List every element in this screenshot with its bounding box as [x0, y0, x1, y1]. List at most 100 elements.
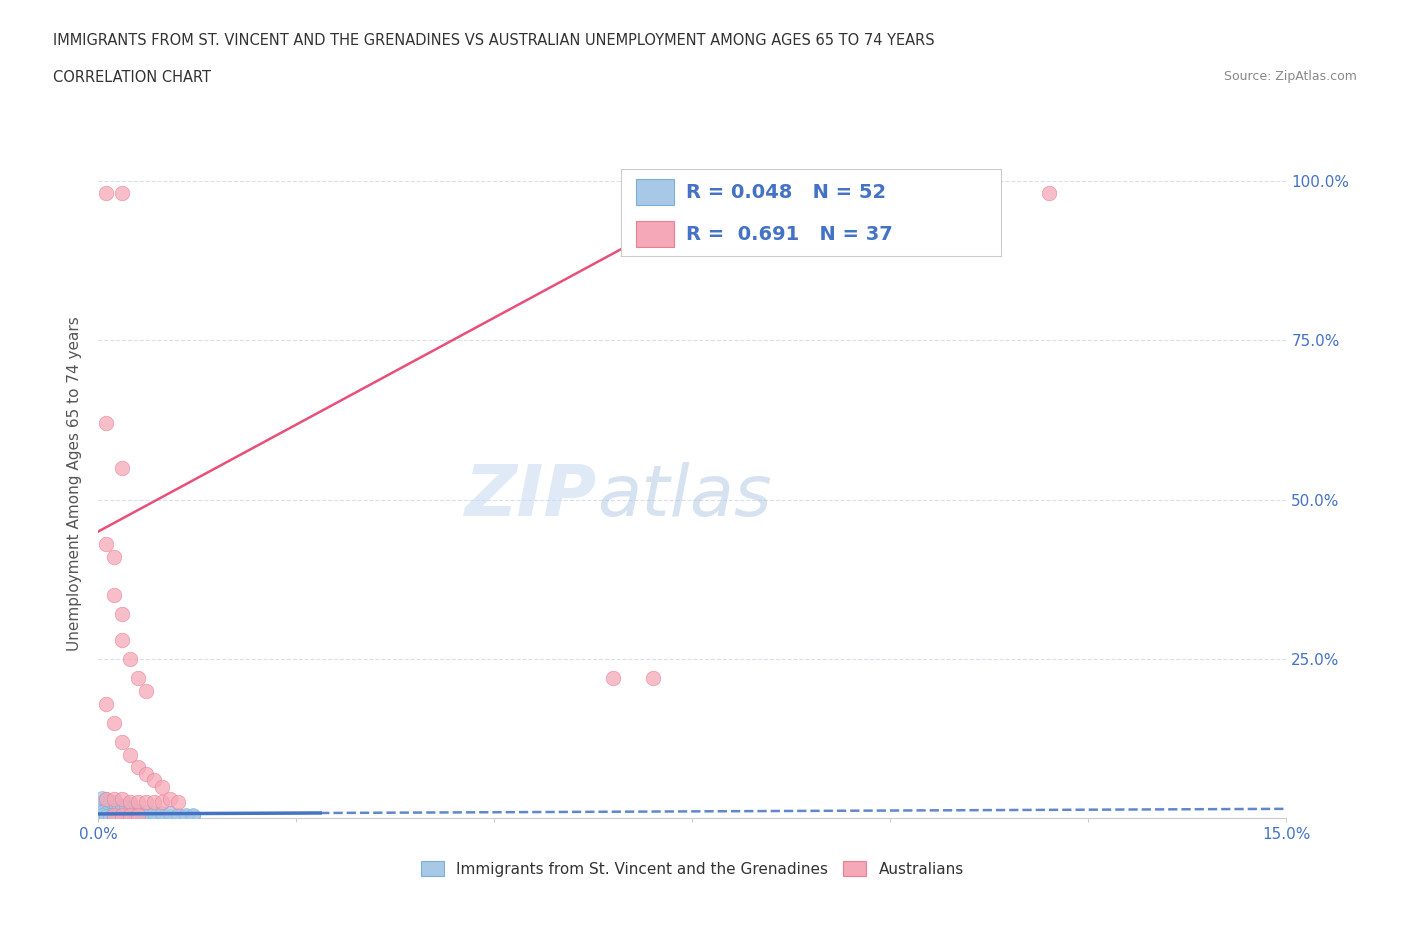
Text: ZIP: ZIP [465, 462, 598, 531]
Point [183, 808, 205, 823]
Point [96, 809, 118, 824]
Point [111, 809, 134, 824]
Point [115, 800, 138, 815]
Point [150, 809, 173, 824]
Point [142, 808, 165, 823]
Text: R =  0.691   N = 37: R = 0.691 N = 37 [686, 225, 893, 244]
Point [96, 186, 118, 201]
Point [120, 808, 142, 823]
Point [135, 809, 157, 824]
Point [159, 806, 181, 821]
Point [135, 804, 157, 819]
Point [127, 809, 149, 824]
Point [135, 808, 157, 823]
Point [174, 809, 197, 824]
Point [111, 735, 134, 750]
Point [174, 808, 197, 823]
Point [127, 808, 149, 823]
Point [107, 797, 129, 812]
Point [96, 806, 118, 821]
Point [127, 806, 149, 821]
Point [135, 795, 157, 810]
Point [115, 808, 138, 823]
Point [135, 766, 157, 781]
Point [103, 550, 125, 565]
Point [120, 652, 142, 667]
Point [98, 808, 121, 823]
Point [1038, 186, 1060, 201]
Point [142, 809, 165, 824]
Point [96, 797, 118, 812]
Point [96, 791, 118, 806]
Point [166, 795, 188, 810]
Legend: Immigrants from St. Vincent and the Grenadines, Australians: Immigrants from St. Vincent and the Gren… [413, 853, 972, 884]
Point [183, 809, 205, 824]
Point [120, 797, 142, 812]
Point [91, 804, 114, 819]
Point [111, 804, 134, 818]
Point [602, 671, 624, 685]
Point [120, 795, 142, 810]
Point [111, 186, 134, 201]
Point [641, 671, 664, 685]
Point [91, 808, 114, 823]
Point [103, 798, 125, 813]
Text: IMMIGRANTS FROM ST. VINCENT AND THE GRENADINES VS AUSTRALIAN UNEMPLOYMENT AMONG : IMMIGRANTS FROM ST. VINCENT AND THE GREN… [53, 33, 935, 47]
Point [98, 800, 121, 815]
Point [150, 806, 173, 821]
Text: atlas: atlas [598, 462, 772, 531]
Point [159, 809, 181, 824]
Point [166, 809, 188, 824]
Point [107, 808, 129, 823]
Point [103, 809, 125, 824]
Bar [637, 221, 675, 247]
Point [142, 773, 165, 788]
Point [127, 671, 149, 685]
Point [111, 798, 134, 813]
Point [150, 809, 173, 824]
Point [150, 779, 173, 794]
Point [127, 760, 149, 775]
Point [96, 537, 118, 551]
Text: Source: ZipAtlas.com: Source: ZipAtlas.com [1223, 70, 1357, 83]
Point [115, 804, 138, 819]
Point [103, 810, 125, 825]
Point [103, 791, 125, 806]
Point [91, 795, 114, 810]
Point [111, 808, 134, 823]
Point [98, 810, 121, 825]
Point [135, 684, 157, 698]
Point [96, 791, 118, 806]
Point [120, 808, 142, 823]
Text: R = 0.048   N = 52: R = 0.048 N = 52 [686, 183, 886, 202]
Point [96, 697, 118, 711]
Point [111, 460, 134, 475]
Point [115, 800, 138, 815]
Point [111, 806, 134, 821]
Point [150, 795, 173, 810]
Point [103, 715, 125, 730]
Point [107, 809, 129, 824]
Point [111, 607, 134, 622]
Point [142, 795, 165, 810]
Point [111, 791, 134, 806]
Point [127, 795, 149, 810]
Text: CORRELATION CHART: CORRELATION CHART [53, 70, 211, 85]
Bar [637, 179, 675, 206]
Point [166, 808, 188, 823]
Point [120, 802, 142, 817]
Point [98, 793, 121, 808]
Point [142, 806, 165, 821]
Point [127, 804, 149, 818]
Point [91, 790, 114, 805]
Point [111, 632, 134, 647]
Point [120, 747, 142, 762]
Y-axis label: Unemployment Among Ages 65 to 74 years: Unemployment Among Ages 65 to 74 years [67, 316, 83, 651]
Point [103, 808, 125, 823]
Point [96, 416, 118, 431]
Point [159, 791, 181, 806]
Point [103, 795, 125, 810]
Point [120, 804, 142, 818]
Point [103, 588, 125, 603]
Point [107, 802, 129, 817]
